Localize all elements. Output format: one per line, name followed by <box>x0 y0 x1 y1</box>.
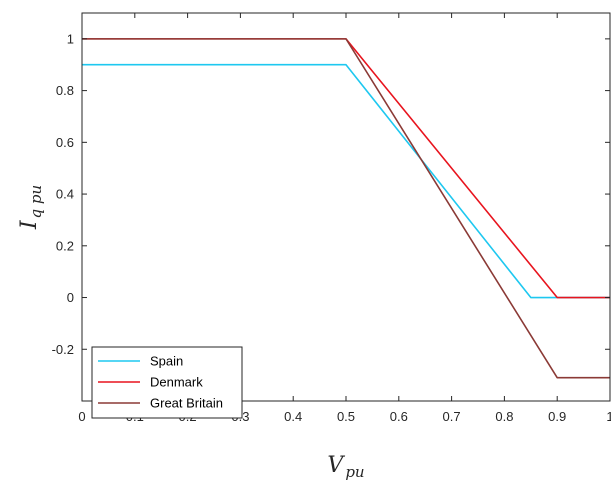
y-tick-label-0: -0.2 <box>52 342 74 357</box>
legend: Spain Denmark Great Britain <box>91 346 243 419</box>
y-tick-label-2: 0.2 <box>56 238 74 253</box>
y-axis-label: Iq pu <box>17 185 45 230</box>
y-tick-label-5: 0.8 <box>56 83 74 98</box>
x-tick-label-5: 0.5 <box>337 409 355 424</box>
y-tick-label-4: 0.6 <box>56 135 74 150</box>
x-tick-label-9: 0.9 <box>548 409 566 424</box>
legend-label-2: Great Britain <box>150 396 223 411</box>
x-tick-label-0: 0 <box>78 409 85 424</box>
series-line-2 <box>82 38 610 379</box>
x-tick-label-6: 0.6 <box>390 409 408 424</box>
series-layer <box>82 38 610 379</box>
plot-frame <box>81 12 611 402</box>
x-tick-label-7: 0.7 <box>443 409 461 424</box>
y-tick-label-1: 0 <box>67 290 74 305</box>
y-tick-label-3: 0.4 <box>56 187 74 202</box>
plot-area <box>82 13 610 401</box>
legend-label-0: Spain <box>150 354 183 369</box>
x-tick-label-10: 1 <box>606 409 611 424</box>
legend-label-1: Denmark <box>150 375 203 390</box>
y-tick-label-6: 1 <box>67 31 74 46</box>
x-tick-label-8: 0.8 <box>495 409 513 424</box>
x-tick-label-4: 0.4 <box>284 409 302 424</box>
